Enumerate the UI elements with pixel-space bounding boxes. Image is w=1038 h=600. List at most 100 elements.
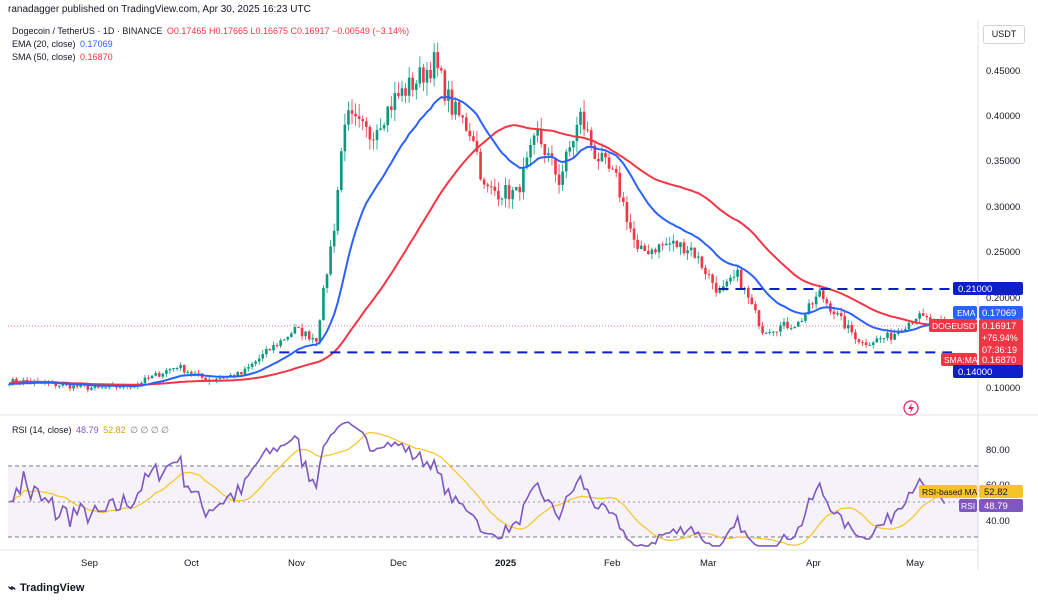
candle-body <box>879 338 882 340</box>
candle-body <box>257 358 261 362</box>
candle-body <box>404 88 407 96</box>
candle-body <box>236 372 240 377</box>
lightning-icon[interactable] <box>903 400 919 416</box>
candle-body <box>711 274 714 283</box>
tag-rsi: RSI 48.79 <box>959 499 1023 512</box>
candle-body <box>736 269 739 277</box>
candle-body <box>150 375 154 379</box>
candle-body <box>672 240 675 244</box>
candle-body <box>871 342 875 345</box>
candle-body <box>165 370 168 374</box>
levels-group <box>8 287 978 354</box>
candle-body <box>57 385 61 387</box>
candle-body <box>857 339 861 343</box>
candle-body <box>589 130 593 146</box>
candle-body <box>75 385 79 387</box>
candle-body <box>261 354 265 359</box>
candle-body <box>268 349 272 351</box>
candle-body <box>347 110 350 125</box>
candle-body <box>272 345 275 351</box>
tag-resistance-value: 0.21000 <box>958 284 992 295</box>
candle-body <box>821 290 825 300</box>
candle-body <box>457 101 461 116</box>
legend-rsi-row: RSI (14, close) 48.79 52.82 ∅ ∅ ∅ ∅ <box>12 425 169 436</box>
candle-body <box>739 269 743 289</box>
candle-body <box>539 129 543 145</box>
tag-ema: EMA 0.17069 <box>953 306 1023 319</box>
candle-body <box>379 128 382 130</box>
candle-body <box>382 125 386 129</box>
x-tick-feb: Feb <box>604 558 620 569</box>
candle-body <box>240 372 243 375</box>
tag-rsi-ma: RSI-based MA 52.82 <box>919 485 1023 498</box>
candle-body <box>814 296 818 305</box>
tag-rsi-ma-label: RSI-based MA <box>922 487 978 497</box>
candle-body <box>354 113 357 117</box>
candle-body <box>286 336 290 340</box>
ma-lines-group <box>8 95 946 388</box>
candle-body <box>664 243 668 246</box>
tag-price-pct: +76.94% <box>982 333 1018 343</box>
candle-body <box>807 303 811 314</box>
candle-body <box>315 338 318 342</box>
candle-body <box>332 230 336 247</box>
legend-symbol: Dogecoin / TetherUS · 1D · BINANCE <box>12 26 163 36</box>
candle-body <box>182 364 186 373</box>
candle-body <box>497 190 500 200</box>
candle-body <box>389 106 393 110</box>
candle-body <box>768 331 772 333</box>
legend-ema-value: 0.17069 <box>80 39 113 49</box>
candle-body <box>157 373 161 377</box>
candle-body <box>650 249 654 254</box>
candle-body <box>679 242 682 248</box>
x-tick-nov: Nov <box>288 558 305 569</box>
candle-body <box>100 387 104 389</box>
candle-body <box>757 310 761 327</box>
currency-button[interactable]: USDT <box>983 25 1025 44</box>
candle-body <box>643 245 647 251</box>
candle-body <box>329 246 332 275</box>
candle-body <box>554 157 557 175</box>
x-tick-dec: Dec <box>390 558 407 569</box>
candle-body <box>622 197 625 202</box>
legend-ema-row: EMA (20, close) 0.17069 <box>12 39 113 50</box>
candle-body <box>504 185 507 199</box>
candle-body <box>846 324 850 329</box>
candle-body <box>632 228 636 240</box>
rsi-line <box>9 421 946 547</box>
tag-rsi-label: RSI <box>961 501 975 511</box>
legend-sma-row: SMA (50, close) 0.16870 <box>12 52 113 63</box>
candle-body <box>914 318 918 323</box>
candle-body <box>468 130 472 137</box>
candle-body <box>750 297 754 305</box>
x-tick-mar: Mar <box>700 558 716 569</box>
candle-body <box>489 186 493 188</box>
ema-20-line <box>9 95 945 388</box>
y-tick-0.40: 0.40000 <box>986 111 1020 122</box>
legend-rsi-label: RSI (14, close) <box>12 425 72 435</box>
candle-body <box>297 327 300 329</box>
candle-body <box>764 332 768 334</box>
candle-body <box>436 52 439 69</box>
candle-body <box>618 172 622 198</box>
footer-brand[interactable]: ⌁ TradingView <box>8 580 84 596</box>
candle-body <box>918 313 921 319</box>
candle-body <box>647 250 650 254</box>
candle-body <box>600 152 604 162</box>
candle-body <box>318 320 322 342</box>
candle-body <box>714 282 718 293</box>
candle-body <box>336 190 340 231</box>
candle-body <box>718 290 722 293</box>
candle-body <box>118 387 122 389</box>
candle-body <box>340 151 343 191</box>
candle-body <box>304 331 307 337</box>
candle-body <box>147 377 150 379</box>
candle-body <box>290 333 293 337</box>
candle-body <box>386 106 390 126</box>
candle-body <box>190 371 193 374</box>
candle-body <box>518 187 522 193</box>
candle-body <box>265 349 268 355</box>
candle-body <box>789 328 793 330</box>
candle-body <box>725 281 729 287</box>
